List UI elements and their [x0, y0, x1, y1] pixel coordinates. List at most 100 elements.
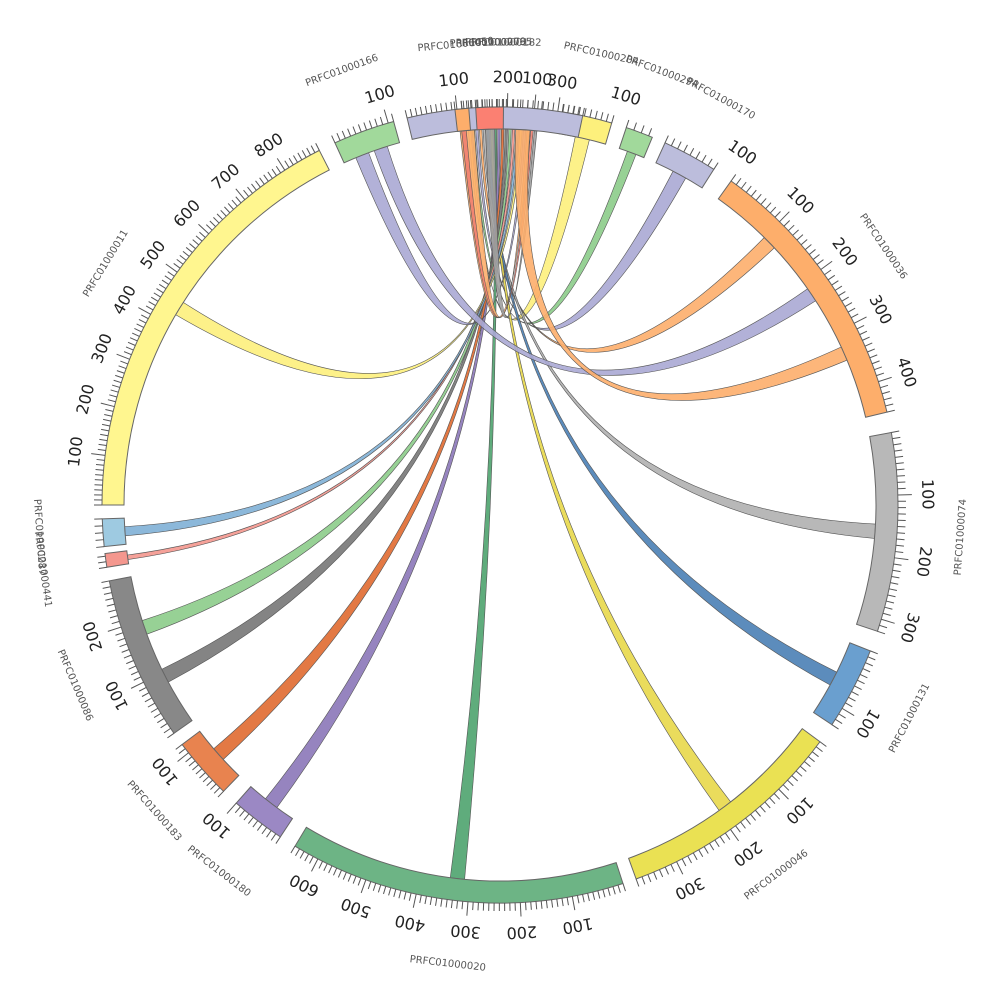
tick-PRFC01000036-150 — [800, 239, 808, 246]
tick-PRFC01000036-210 — [824, 269, 832, 276]
tick-PRFC01000450-10 — [460, 100, 463, 109]
tick-PRFC01000011-680 — [231, 199, 238, 207]
tick-PRFC01000170-20 — [677, 141, 682, 150]
tick-PRFC01000020-450 — [388, 887, 392, 896]
tick-PRFC01000011-340 — [129, 337, 138, 342]
tick-PRFC01000166-20 — [341, 130, 346, 139]
tick-label-PRFC01000020-400: 400 — [393, 911, 427, 936]
tick-PRFC01000036-300 — [853, 316, 867, 324]
tick-PRFC01000020-500 — [360, 879, 367, 894]
tick-PRFC01000086-270 — [102, 586, 111, 589]
tick-PRFC01000166-60 — [363, 122, 368, 131]
tick-PRFC01000011-870 — [310, 145, 316, 153]
tick-PRFC01000183-0 — [217, 790, 224, 798]
tick-PRFC01000065-70 — [440, 103, 443, 112]
tick-PRFC01000011-170 — [103, 418, 112, 422]
segment-label-PRFC01000182: PRFC01000182 — [465, 37, 542, 49]
tick-PRFC01000074-50 — [895, 462, 904, 465]
segment-label-PRFC01000074: PRFC01000074 — [953, 499, 969, 576]
tick-PRFC01000183-60 — [195, 768, 203, 775]
tick-label-PRFC01000011-100: 100 — [64, 435, 87, 468]
tick-PRFC01000011-660 — [224, 206, 231, 214]
tick-PRFC01000166-110 — [391, 113, 395, 122]
tick-label-PRFC01000166-100: 100 — [362, 81, 397, 108]
tick-PRFC01000204-30 — [578, 106, 581, 115]
tick-label-PRFC01000011-500: 500 — [136, 237, 169, 273]
tick-PRFC01000020-410 — [408, 892, 412, 901]
tick-PRFC01000046-300 — [676, 861, 684, 875]
tick-PRFC01000074-30 — [894, 449, 903, 452]
tick-PRFC01000065-100 — [454, 95, 458, 110]
tick-PRFC01000450-0 — [453, 101, 456, 110]
tick-PRFC01000011-650 — [220, 209, 227, 217]
tick-PRFC01000011-100 — [91, 453, 106, 456]
tick-PRFC01000036-370 — [871, 360, 880, 365]
tick-PRFC01000036-360 — [869, 354, 878, 359]
tick-PRFC01000074-70 — [896, 475, 905, 477]
tick-label-PRFC01000074-300: 300 — [896, 611, 923, 646]
tick-PRFC01000180-80 — [239, 810, 246, 817]
tick-PRFC01000011-750 — [259, 177, 265, 185]
tick-PRFC01000036-410 — [880, 384, 889, 389]
tick-PRFC01000065-260 — [537, 100, 540, 109]
tick-PRFC01000166-100 — [383, 109, 389, 124]
tick-PRFC01000183-120 — [175, 744, 183, 750]
tick-PRFC01000074-260 — [887, 594, 896, 598]
tick-PRFC01000065-60 — [435, 104, 438, 113]
tick-PRFC01000166-90 — [379, 116, 384, 125]
tick-PRFC01000011-730 — [251, 183, 257, 191]
segment-label-PRFC01000065: PRFC01000065 — [456, 37, 533, 49]
tick-PRFC01000020-640 — [295, 848, 300, 856]
tick-PRFC01000170-50 — [695, 151, 701, 159]
tick-PRFC01000046-280 — [687, 855, 692, 864]
segment-label-PRFC01000170: PRFC01000170 — [684, 76, 757, 122]
tick-PRFC01000204-40 — [583, 108, 587, 117]
tick-PRFC01000020-180 — [530, 901, 532, 910]
tick-PRFC01000170-10 — [670, 138, 676, 146]
tick-PRFC01000065-300 — [557, 97, 561, 112]
tick-PRFC01000170-30 — [683, 144, 688, 153]
tick-PRFC01000074-230 — [891, 575, 900, 579]
tick-PRFC01000046-70 — [791, 775, 799, 782]
tick-PRFC01000036-80 — [769, 206, 777, 214]
tick-PRFC01000036-140 — [796, 234, 804, 241]
tick-PRFC01000183-70 — [192, 764, 199, 771]
tick-PRFC01000046-60 — [795, 770, 803, 777]
tick-PRFC01000131-20 — [865, 662, 873, 667]
tick-PRFC01000011-490 — [167, 271, 175, 277]
tick-PRFC01000020-290 — [472, 902, 474, 911]
tick-PRFC01000287-20 — [94, 532, 104, 534]
tick-label-PRFC01000180-100: 100 — [199, 808, 234, 842]
tick-PRFC01000065-340 — [577, 106, 580, 115]
tick-PRFC01000046-0 — [819, 741, 827, 747]
tick-PRFC01000011-160 — [101, 423, 111, 427]
tick-PRFC01000011-370 — [136, 323, 145, 328]
tick-PRFC01000180-60 — [247, 817, 254, 824]
tick-PRFC01000020-350 — [440, 898, 443, 907]
tick-PRFC01000020-430 — [398, 890, 402, 899]
tick-PRFC01000294-10 — [633, 122, 637, 131]
tick-PRFC01000011-330 — [127, 341, 136, 346]
tick-PRFC01000065-30 — [419, 106, 423, 115]
tick-PRFC01000046-340 — [653, 871, 658, 880]
tick-PRFC01000011-830 — [293, 155, 298, 163]
tick-PRFC01000011-630 — [213, 217, 220, 224]
tick-PRFC01000131-100 — [841, 707, 855, 716]
tick-PRFC01000086-140 — [126, 660, 134, 665]
tick-PRFC01000020-470 — [377, 884, 382, 893]
tick-PRFC01000065-80 — [445, 102, 448, 111]
segment-label-PRFC01000183: PRFC01000183 — [124, 779, 183, 844]
tick-PRFC01000086-220 — [109, 615, 118, 619]
tick-PRFC01000036-270 — [844, 302, 853, 308]
tick-PRFC01000011-120 — [98, 443, 107, 447]
tick-PRFC01000011-550 — [185, 247, 193, 253]
tick-label-PRFC01000046-300: 300 — [672, 873, 708, 904]
tick-PRFC01000086-110 — [133, 676, 142, 681]
link-PRFC01000182-PRFC01000441-12 — [127, 128, 516, 560]
tick-PRFC01000020-480 — [372, 882, 377, 891]
tick-PRFC01000065-130 — [470, 99, 473, 109]
tick-PRFC01000020-360 — [435, 897, 438, 906]
tick-PRFC01000183-50 — [199, 772, 206, 779]
tick-label-PRFC01000011-700: 700 — [208, 160, 244, 194]
tick-PRFC01000011-840 — [297, 152, 303, 161]
